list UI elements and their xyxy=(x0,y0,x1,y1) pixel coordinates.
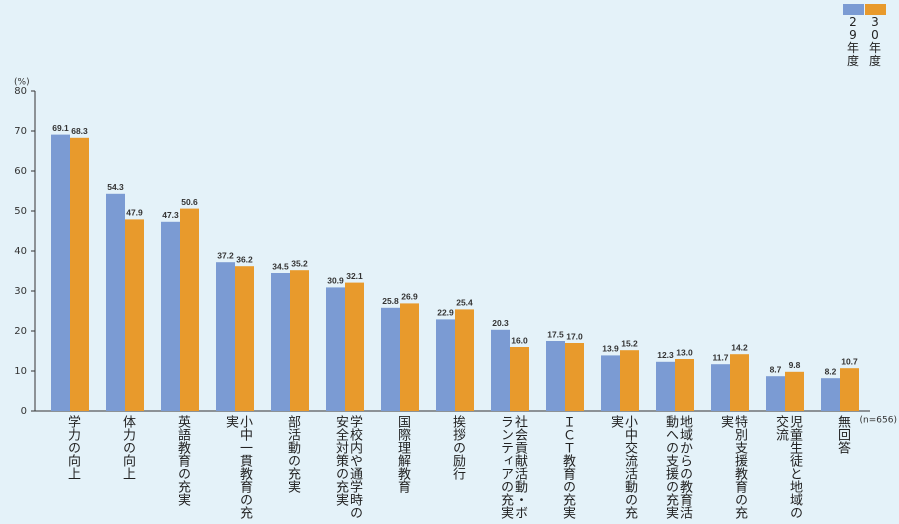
x-tick-label: 小中交流活動の充実 xyxy=(608,415,637,519)
x-tick-label: 地域からの教育活動への支援の充実 xyxy=(663,415,692,519)
value-label: 11.7 xyxy=(712,352,728,362)
value-label: 13.0 xyxy=(676,347,693,357)
value-label: 50.6 xyxy=(181,197,198,207)
bar xyxy=(326,287,345,411)
bar xyxy=(125,219,144,411)
value-label: 54.3 xyxy=(107,182,124,192)
bar xyxy=(821,378,840,411)
y-tick-label: 40 xyxy=(14,246,27,257)
value-label: 25.8 xyxy=(382,296,399,306)
x-tick-label: 体力の向上 xyxy=(120,415,135,480)
value-label: 47.9 xyxy=(126,208,143,218)
value-label: 16.0 xyxy=(511,335,528,345)
value-label: 17.5 xyxy=(547,329,564,339)
value-label: 15.2 xyxy=(621,338,638,348)
bar xyxy=(656,361,675,411)
value-label: 14.2 xyxy=(731,342,748,352)
bar xyxy=(271,273,290,411)
bar xyxy=(216,262,235,411)
annotation: (n=656) xyxy=(860,416,897,426)
value-label: 36.2 xyxy=(236,254,253,264)
bar xyxy=(546,341,565,411)
bar xyxy=(620,350,639,411)
x-tick-label: 学校内や通学時の安全対策の充実 xyxy=(333,415,362,519)
legend-swatch xyxy=(865,4,886,15)
value-label: 34.5 xyxy=(272,261,289,271)
legend-label: 29年度 xyxy=(846,15,859,68)
legend-label: 30年度 xyxy=(868,15,881,68)
bar xyxy=(161,221,180,411)
bar xyxy=(180,208,199,411)
x-tick-label: 部活動の充実 xyxy=(285,415,300,493)
bar xyxy=(436,319,455,411)
y-tick-label: 70 xyxy=(14,126,27,137)
bar xyxy=(491,329,510,411)
y-tick-label: 50 xyxy=(14,206,27,217)
bar xyxy=(400,303,419,411)
x-tick-label: 挨拶の励行 xyxy=(450,415,465,480)
value-label: 13.9 xyxy=(602,344,619,354)
x-tick-label: ＩＣＴ教育の充実 xyxy=(560,415,575,519)
y-tick-label: 30 xyxy=(14,286,27,297)
y-tick-label: 10 xyxy=(14,366,27,377)
x-tick-label: 社会貢献活動・ボランティアの充実 xyxy=(498,415,527,519)
x-tick-label: 児童生徒と地域の交流 xyxy=(773,415,802,519)
value-label: 35.2 xyxy=(291,258,308,268)
value-label: 20.3 xyxy=(492,318,509,328)
bar xyxy=(730,354,749,411)
value-label: 26.9 xyxy=(401,292,418,302)
legend-swatch xyxy=(843,4,864,15)
value-label: 17.0 xyxy=(566,331,583,341)
value-label: 30.9 xyxy=(327,276,344,286)
value-label: 68.3 xyxy=(71,126,88,136)
bar xyxy=(601,355,620,411)
value-label: 8.7 xyxy=(770,364,782,374)
bar xyxy=(766,376,785,411)
bar xyxy=(455,309,474,411)
bar xyxy=(510,347,529,411)
x-tick-label: 学力の向上 xyxy=(65,415,80,480)
bar xyxy=(106,193,125,411)
bar xyxy=(785,371,804,411)
bar xyxy=(565,343,584,411)
value-label: 69.1 xyxy=(52,123,69,133)
y-tick-label: 60 xyxy=(14,166,27,177)
bar xyxy=(51,134,70,411)
value-label: 22.9 xyxy=(437,308,454,318)
value-label: 37.2 xyxy=(217,250,234,260)
x-tick-label: 無回答 xyxy=(835,415,850,454)
value-label: 12.3 xyxy=(657,350,674,360)
value-label: 25.4 xyxy=(456,298,473,308)
y-tick-label: 20 xyxy=(14,326,27,337)
bar xyxy=(675,359,694,411)
bar xyxy=(345,282,364,411)
value-label: 10.7 xyxy=(841,356,858,366)
x-tick-label: 国際理解教育 xyxy=(395,415,410,493)
x-tick-label: 小中一貫教育の充実 xyxy=(223,415,252,519)
x-tick-label: 英語教育の充実 xyxy=(175,415,190,506)
bar xyxy=(381,307,400,411)
y-tick-label: 0 xyxy=(21,406,27,417)
bar xyxy=(840,368,859,411)
value-label: 47.3 xyxy=(162,210,179,220)
bar xyxy=(290,270,309,411)
value-label: 8.2 xyxy=(825,366,837,376)
bar xyxy=(70,137,89,412)
bar xyxy=(235,266,254,411)
x-tick-label: 特別支援教育の充実 xyxy=(718,415,747,519)
value-label: 32.1 xyxy=(346,271,363,281)
bar xyxy=(711,364,730,411)
y-tick-label: 80 xyxy=(14,86,27,97)
value-label: 9.8 xyxy=(789,360,801,370)
y-unit: (%) xyxy=(14,78,30,88)
